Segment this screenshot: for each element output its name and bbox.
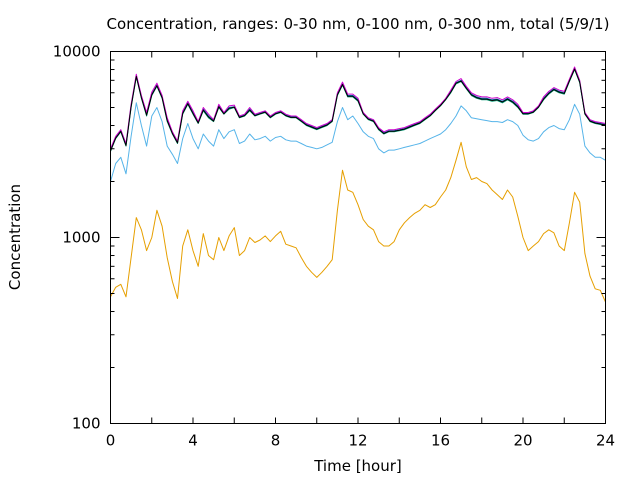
series-line-1	[110, 141, 606, 303]
x-tick-label: 8	[271, 432, 281, 450]
series-line-2	[110, 102, 606, 182]
x-tick-label: 12	[348, 432, 367, 450]
y-axis-label: Concentration	[6, 184, 24, 290]
y-axis: 100 1000 10000	[53, 43, 606, 433]
x-tick-label: 20	[513, 432, 532, 450]
x-tick-label: 0	[106, 432, 116, 450]
series-line-6	[110, 68, 606, 151]
plot-area	[110, 51, 606, 424]
series-line-5	[110, 66, 606, 149]
y-tick-label: 1000	[62, 229, 100, 247]
x-tick-label: 4	[188, 432, 198, 450]
x-axis: 0 4 8 12 16 20 24	[106, 51, 615, 450]
series-group	[110, 66, 606, 303]
x-tick-label: 24	[596, 432, 615, 450]
x-axis-label: Time [hour]	[313, 457, 402, 475]
chart-title: Concentration, ranges: 0-30 nm, 0-100 nm…	[107, 15, 610, 33]
x-tick-label: 16	[431, 432, 450, 450]
y-tick-label: 100	[72, 415, 101, 433]
y-tick-label: 10000	[53, 43, 101, 61]
